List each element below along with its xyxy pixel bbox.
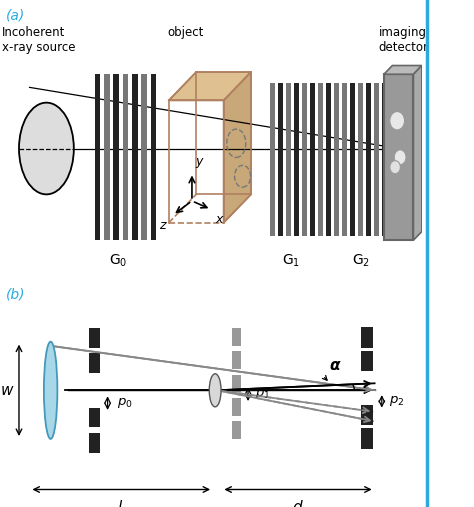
Text: (a): (a) [6, 9, 26, 23]
Bar [406, 83, 411, 236]
Bar [414, 83, 419, 236]
Bar [366, 83, 371, 236]
Bar [334, 83, 339, 236]
Text: $y$: $y$ [195, 156, 205, 170]
Ellipse shape [390, 112, 405, 130]
Bar [361, 405, 373, 425]
Bar [390, 83, 395, 236]
Text: $\boldsymbol{\alpha}$: $\boldsymbol{\alpha}$ [329, 358, 342, 373]
Text: $p_2$: $p_2$ [389, 394, 404, 408]
FancyBboxPatch shape [123, 74, 128, 240]
FancyBboxPatch shape [384, 74, 413, 240]
Bar [342, 83, 347, 236]
Bar [89, 433, 100, 453]
Polygon shape [224, 72, 251, 223]
Text: $p_1$: $p_1$ [255, 387, 271, 401]
Text: $p_0$: $p_0$ [117, 396, 133, 410]
Bar [374, 83, 379, 236]
FancyBboxPatch shape [95, 74, 100, 240]
Text: (b): (b) [6, 287, 26, 301]
Text: imaging
detector: imaging detector [378, 26, 428, 54]
Bar [310, 83, 315, 236]
Text: $w$: $w$ [0, 383, 15, 398]
Bar [89, 328, 100, 347]
FancyBboxPatch shape [141, 74, 147, 240]
Bar [232, 328, 241, 346]
Bar [89, 408, 100, 427]
Bar [286, 83, 291, 236]
Bar [361, 428, 373, 449]
Text: G$_2$: G$_2$ [352, 252, 370, 269]
Text: Incoherent
x-ray source: Incoherent x-ray source [2, 26, 76, 54]
Bar [342, 83, 347, 236]
Bar [302, 83, 307, 236]
Ellipse shape [19, 102, 74, 194]
Text: $x$: $x$ [215, 213, 224, 226]
Bar [278, 83, 283, 236]
Bar [350, 83, 355, 236]
Bar [232, 375, 241, 392]
Bar [89, 353, 100, 373]
Text: $z$: $z$ [159, 219, 168, 232]
FancyBboxPatch shape [104, 74, 109, 240]
Text: object: object [167, 26, 203, 39]
Bar [382, 83, 387, 236]
Polygon shape [169, 72, 251, 100]
Text: G$_1$: G$_1$ [282, 252, 300, 269]
Bar [232, 398, 241, 416]
Bar [361, 351, 373, 371]
FancyBboxPatch shape [113, 74, 119, 240]
Polygon shape [413, 65, 422, 240]
Bar [294, 83, 299, 236]
Bar [361, 328, 373, 347]
Bar [398, 83, 403, 236]
FancyBboxPatch shape [132, 74, 137, 240]
Ellipse shape [209, 374, 221, 407]
Ellipse shape [390, 161, 401, 174]
Bar [270, 83, 275, 236]
Text: $d$: $d$ [292, 499, 303, 507]
Bar [326, 83, 331, 236]
Bar [358, 83, 363, 236]
Bar [232, 421, 241, 439]
Text: G$_0$: G$_0$ [109, 252, 128, 269]
Ellipse shape [44, 342, 57, 439]
Text: $l$: $l$ [117, 499, 123, 507]
Polygon shape [384, 65, 422, 74]
FancyBboxPatch shape [151, 74, 156, 240]
Bar [318, 83, 323, 236]
Ellipse shape [394, 150, 406, 165]
Bar [232, 351, 241, 369]
